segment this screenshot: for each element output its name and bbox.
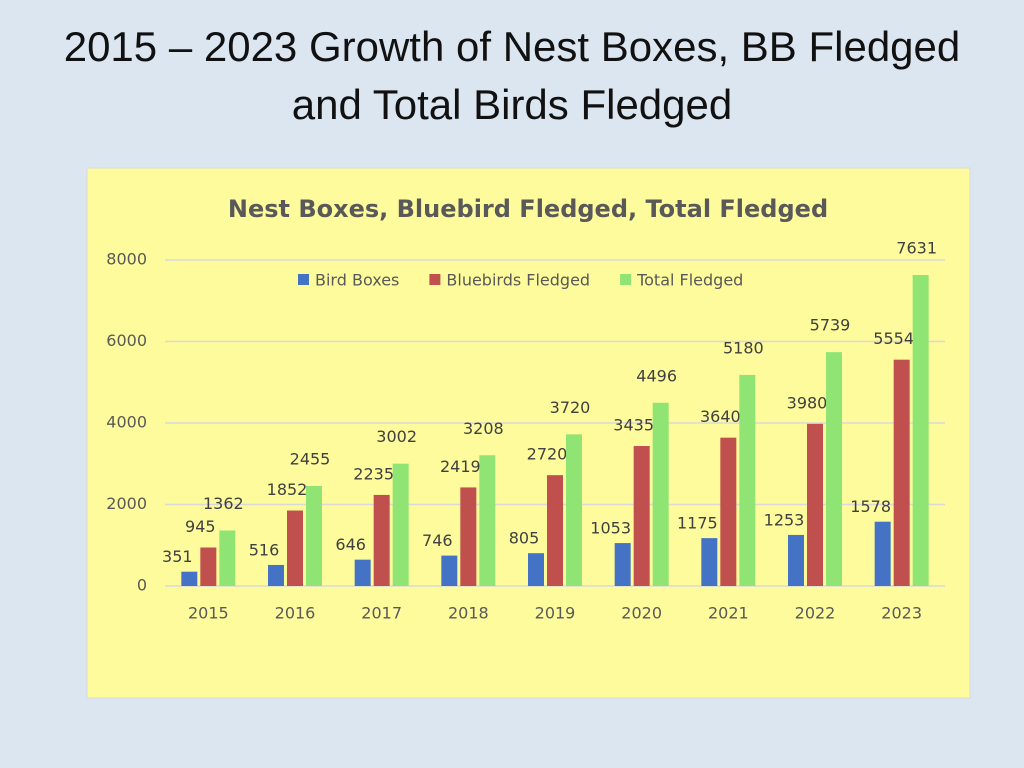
- data-label: 746: [422, 531, 453, 550]
- data-label: 1362: [203, 494, 244, 513]
- bar: [720, 437, 737, 586]
- bar: [306, 485, 322, 586]
- data-label: 1175: [677, 514, 718, 533]
- x-tick-label: 2016: [275, 604, 316, 623]
- data-label: 3720: [550, 398, 591, 417]
- y-tick-label: 0: [137, 576, 147, 595]
- data-label: 3640: [700, 407, 741, 426]
- data-label: 1578: [850, 497, 891, 516]
- data-label: 1253: [764, 510, 805, 529]
- bar: [528, 553, 544, 586]
- bar: [912, 275, 929, 586]
- bar: [373, 494, 390, 586]
- bar: [701, 538, 718, 586]
- x-tick-label: 2015: [188, 604, 229, 623]
- bar: [354, 559, 371, 586]
- bar: [788, 534, 804, 586]
- bar: [566, 434, 582, 586]
- data-label: 1852: [267, 480, 308, 499]
- data-label: 646: [335, 535, 366, 554]
- legend-label: Bluebirds Fledged: [446, 271, 590, 290]
- bar: [219, 530, 236, 586]
- slide-title: 2015 – 2023 Growth of Nest Boxes, BB Fle…: [63, 23, 961, 128]
- data-label: 5180: [723, 338, 764, 357]
- data-label: 3435: [613, 416, 654, 435]
- x-tick-label: 2020: [621, 604, 662, 623]
- data-label: 351: [162, 547, 193, 566]
- bar: [807, 423, 823, 586]
- y-tick-label: 6000: [106, 331, 147, 350]
- data-label: 2720: [527, 445, 568, 464]
- legend-swatch: [620, 274, 632, 285]
- data-label: 945: [185, 517, 216, 536]
- data-label: 1053: [590, 519, 631, 538]
- bar: [633, 446, 650, 586]
- bar: [181, 571, 198, 586]
- data-label: 4496: [636, 366, 677, 385]
- bar: [460, 487, 477, 586]
- legend-swatch: [298, 274, 309, 285]
- bar: [614, 543, 631, 586]
- legend-swatch: [429, 274, 441, 285]
- chart-title: Nest Boxes, Bluebird Fledged, Total Fled…: [228, 195, 828, 223]
- bar: [287, 510, 303, 586]
- x-tick-label: 2019: [535, 604, 576, 623]
- legend-label: Total Fledged: [636, 271, 743, 290]
- data-label: 2455: [290, 449, 331, 468]
- data-label: 805: [509, 529, 540, 548]
- bar: [441, 555, 458, 586]
- bar: [547, 475, 563, 586]
- y-tick-label: 8000: [106, 250, 147, 269]
- data-label: 3002: [376, 427, 417, 446]
- x-tick-label: 2021: [708, 604, 749, 623]
- data-label: 2235: [353, 464, 394, 483]
- legend-label: Bird Boxes: [315, 271, 399, 290]
- bar: [392, 463, 409, 586]
- x-tick-label: 2023: [881, 604, 922, 623]
- x-tick-label: 2022: [795, 604, 836, 623]
- y-tick-label: 4000: [106, 413, 147, 432]
- bar: [826, 352, 842, 586]
- data-label: 2419: [440, 457, 481, 476]
- data-label: 7631: [896, 239, 937, 258]
- data-label: 516: [249, 540, 280, 559]
- bar: [893, 359, 910, 586]
- bar: [874, 521, 891, 586]
- data-label: 5739: [810, 316, 851, 335]
- bar: [739, 374, 756, 586]
- data-label: 5554: [873, 329, 914, 348]
- x-tick-label: 2018: [448, 604, 489, 623]
- bar: [200, 547, 217, 586]
- x-tick-label: 2017: [361, 604, 402, 623]
- bar: [479, 455, 496, 586]
- data-label: 3208: [463, 419, 504, 438]
- data-label: 3980: [787, 393, 828, 412]
- bar: [268, 564, 284, 586]
- y-tick-label: 2000: [106, 494, 147, 513]
- bar: [652, 402, 669, 586]
